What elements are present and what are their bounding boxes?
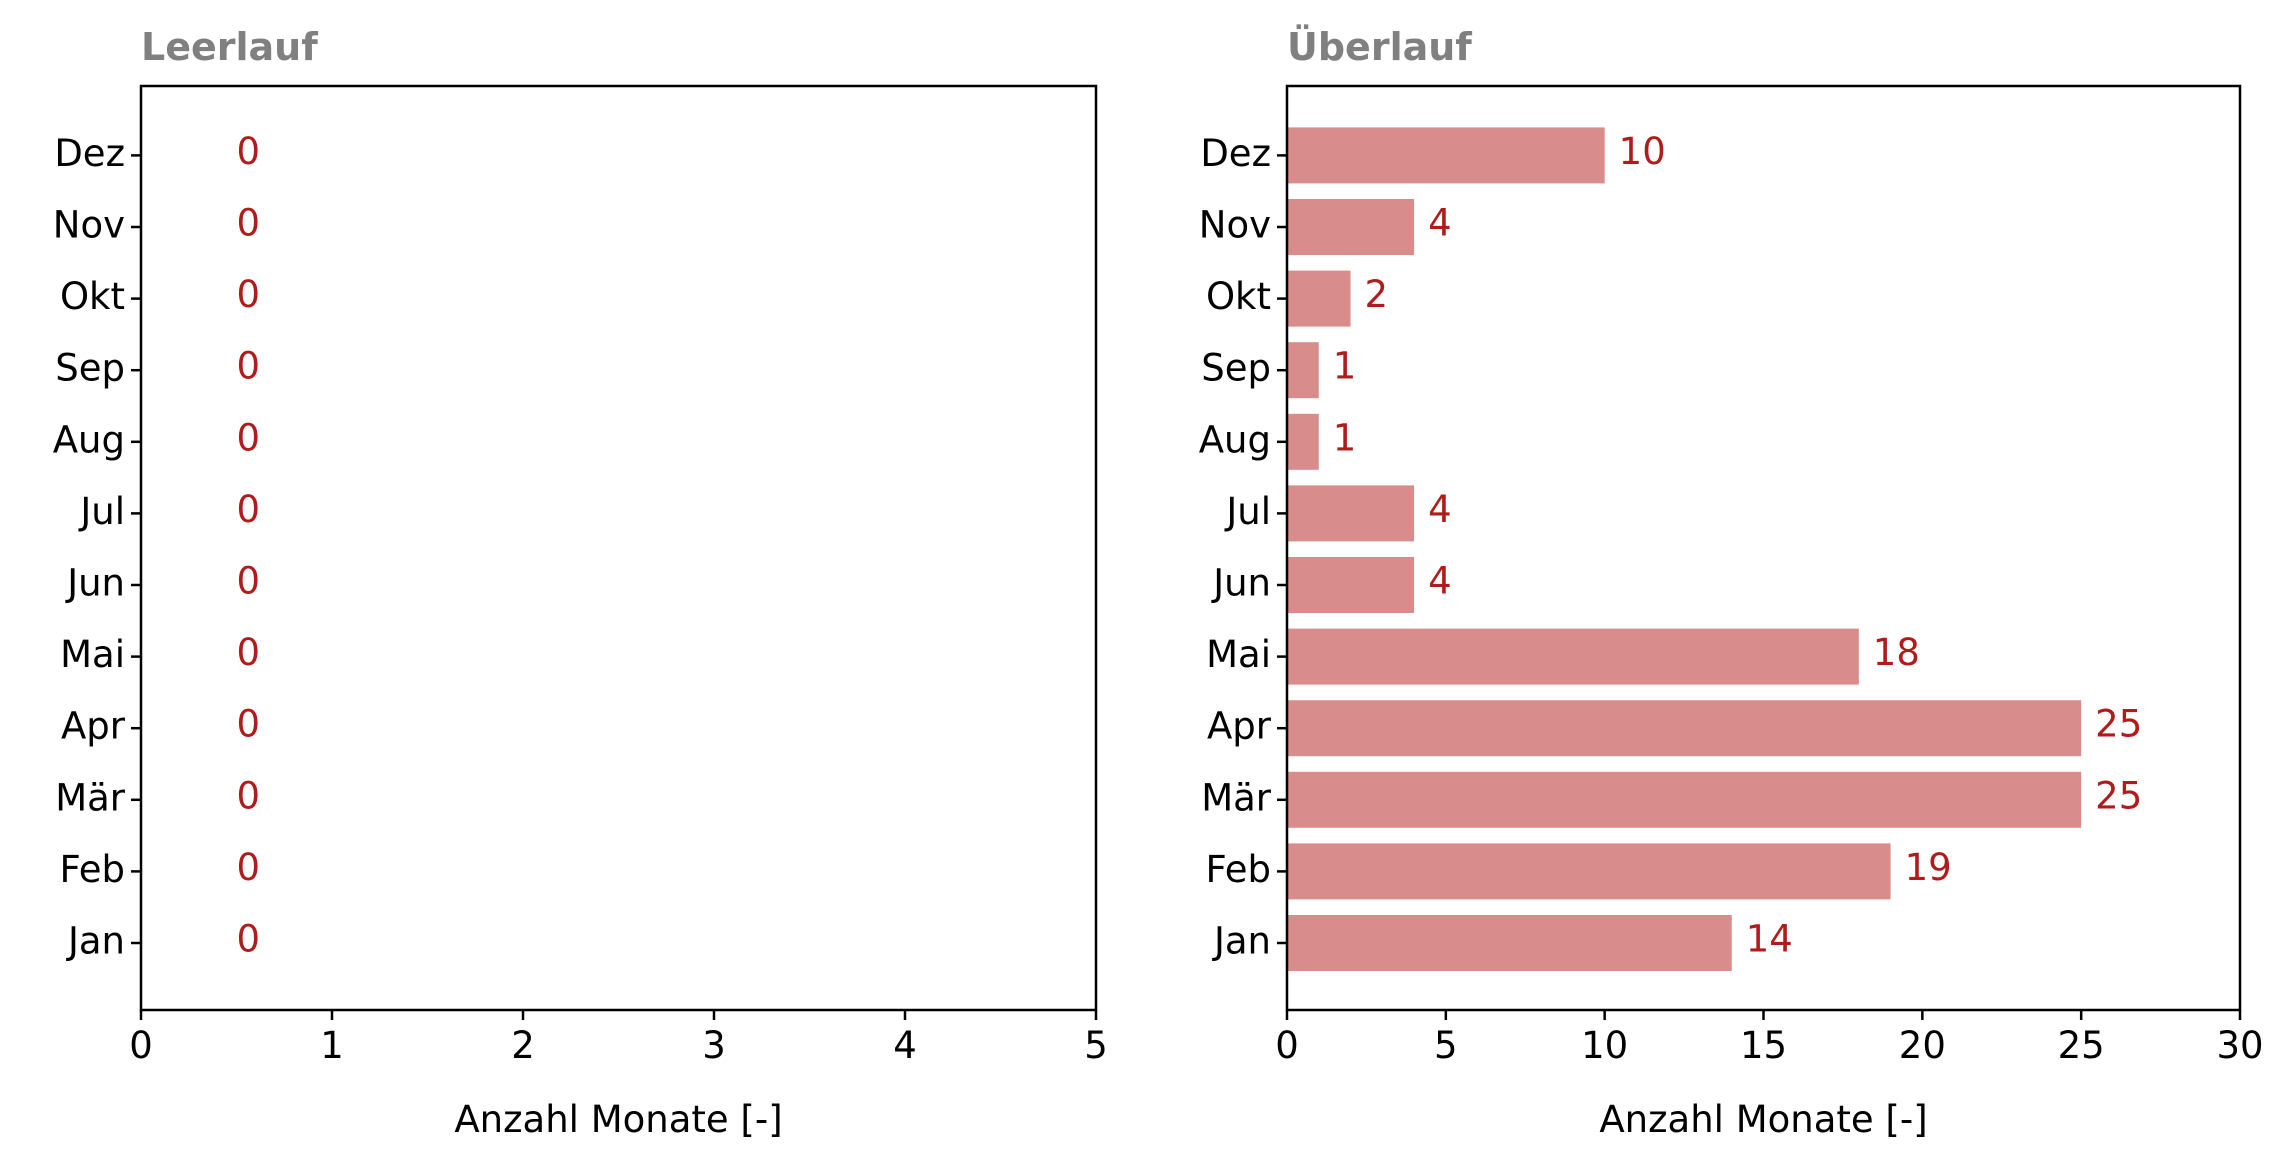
- bar-value-label: 2: [1365, 273, 1389, 316]
- y-tick-label: Jun: [65, 562, 125, 605]
- y-tick-label: Apr: [61, 705, 126, 748]
- y-tick-label: Mai: [1206, 633, 1271, 676]
- x-tick-label: 5: [1084, 1024, 1108, 1067]
- bar: [1287, 342, 1319, 399]
- x-tick-label: 25: [2058, 1024, 2105, 1067]
- x-tick-label: 0: [129, 1024, 153, 1067]
- y-tick-label: Aug: [1199, 418, 1271, 461]
- y-tick-label: Feb: [59, 848, 125, 891]
- x-tick-label: 10: [1581, 1024, 1628, 1067]
- bar: [1287, 843, 1891, 900]
- bar: [1287, 199, 1415, 255]
- x-axis-label: Anzahl Monate [-]: [454, 1098, 782, 1141]
- y-tick-label: Jul: [1224, 490, 1271, 533]
- plot-frame: [139, 84, 1098, 1012]
- y-tick-label: Nov: [1199, 204, 1271, 247]
- chart-title: Überlauf: [1287, 25, 1472, 69]
- bar-value-label: 0: [237, 202, 261, 245]
- bar-value-label: 0: [237, 416, 261, 459]
- y-tick-label: Jan: [66, 920, 125, 963]
- x-tick-label: 5: [1434, 1024, 1458, 1067]
- bar: [1287, 557, 1415, 613]
- bar: [1287, 127, 1605, 184]
- bar-value-label: 4: [1428, 488, 1452, 531]
- y-tick-label: Aug: [53, 418, 125, 461]
- y-tick-label: Jul: [78, 490, 125, 533]
- bar-value-label: 14: [1746, 918, 1793, 961]
- bar: [1287, 485, 1415, 542]
- bar-value-label: 0: [237, 488, 261, 531]
- y-tick-label: Feb: [1205, 848, 1271, 891]
- bar-value-label: 19: [1905, 846, 1952, 889]
- x-tick-label: 4: [893, 1024, 917, 1067]
- bar-value-label: 0: [237, 631, 261, 674]
- y-tick-label: Apr: [1207, 705, 1272, 748]
- bar-value-label: 0: [237, 273, 261, 316]
- x-tick-label: 3: [702, 1024, 726, 1067]
- y-tick-label: Okt: [1206, 275, 1271, 318]
- chart-panel-leerlauf: Leerlauf 0 0 0 0 0 0 0 0 0 0 0 0 Jan Feb Mär Apr Mai Jun…: [53, 25, 1108, 1141]
- bar: [1287, 628, 1859, 685]
- bar-value-label: 0: [237, 774, 261, 817]
- y-tick-label: Dez: [54, 132, 125, 175]
- y-tick-label: Jun: [1211, 562, 1271, 605]
- x-tick-label: 15: [1740, 1024, 1787, 1067]
- bar-value-label: 18: [1873, 631, 1920, 674]
- y-tick-label: Jan: [1212, 920, 1271, 963]
- bar-value-label: 0: [237, 703, 261, 746]
- bar: [1287, 771, 2082, 828]
- y-tick-label: Mär: [1201, 776, 1272, 819]
- x-axis-ticks: 0 5 10 15 20 25 30: [1275, 1010, 2264, 1067]
- bar-value-label: 0: [237, 130, 261, 173]
- bar-value-label: 25: [2095, 703, 2142, 746]
- bar-value-label: 0: [237, 918, 261, 961]
- x-tick-label: 1: [320, 1024, 344, 1067]
- y-tick-label: Okt: [60, 275, 125, 318]
- bar-value-label: 0: [237, 560, 261, 603]
- bar: [1287, 915, 1732, 971]
- y-tick-label: Sep: [55, 347, 125, 390]
- bar: [1287, 413, 1319, 470]
- bar-group: 0 0 0 0 0 0 0 0 0 0 0 0: [237, 130, 261, 961]
- y-axis-ticks: Jan Feb Mär Apr Mai Jun Jul Aug Sep Okt Nov Dez: [53, 132, 141, 963]
- plot-frame: [1285, 84, 2242, 1012]
- bar-value-label: 1: [1333, 345, 1357, 388]
- y-tick-label: Nov: [53, 204, 125, 247]
- y-tick-label: Sep: [1201, 347, 1271, 390]
- y-tick-label: Mär: [55, 776, 126, 819]
- bar: [1287, 700, 2082, 757]
- y-tick-label: Dez: [1200, 132, 1271, 175]
- x-tick-label: 20: [1899, 1024, 1946, 1067]
- y-axis-ticks: Jan Feb Mär Apr Mai Jun Jul Aug Sep Okt Nov Dez: [1199, 132, 1287, 963]
- bar-value-label: 0: [237, 345, 261, 388]
- bar-value-label: 1: [1333, 416, 1357, 459]
- bar-value-label: 10: [1619, 130, 1666, 173]
- bar-value-label: 25: [2095, 774, 2142, 817]
- y-tick-label: Mai: [60, 633, 125, 676]
- x-tick-label: 2: [511, 1024, 535, 1067]
- bar: [1287, 270, 1351, 327]
- bar-value-label: 4: [1428, 560, 1452, 603]
- chart-title: Leerlauf: [141, 25, 318, 69]
- bar-value-label: 0: [237, 846, 261, 889]
- x-tick-label: 30: [2216, 1024, 2263, 1067]
- x-axis-label: Anzahl Monate [-]: [1599, 1098, 1927, 1141]
- x-axis-ticks: 0 1 2 3 4 5: [129, 1010, 1108, 1067]
- bar-value-label: 4: [1428, 202, 1452, 245]
- x-tick-label: 0: [1275, 1024, 1299, 1067]
